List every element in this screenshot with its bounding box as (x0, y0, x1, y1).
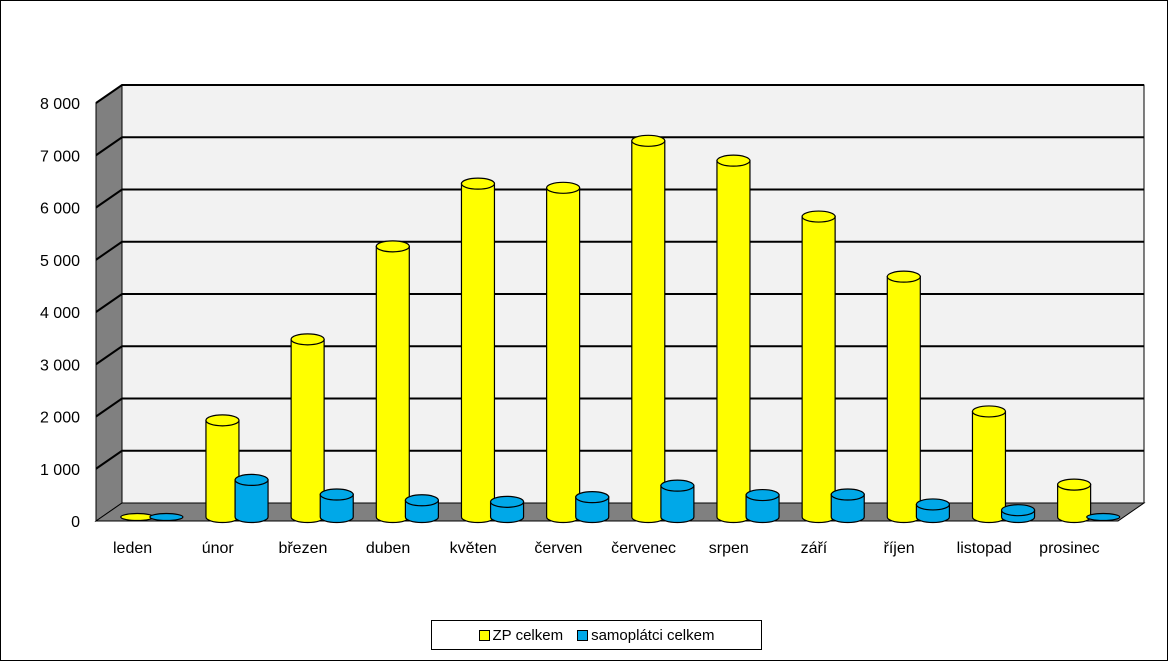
x-category-label: březen (278, 540, 327, 557)
bar-samoplatci (319, 488, 354, 524)
legend-swatch-samoplatci (577, 629, 589, 641)
bar-zp (375, 240, 410, 524)
x-category-label: prosinec (1039, 540, 1099, 557)
bar-zp (716, 154, 751, 524)
y-tick-label: 6 000 (40, 201, 80, 218)
x-category-label: říjen (884, 540, 915, 557)
chart-floor (94, 502, 1146, 522)
bar-zp (631, 134, 666, 524)
x-category-label: listopad (957, 540, 1012, 557)
y-tick-label: 0 (71, 514, 80, 531)
x-category-label: duben (366, 540, 411, 557)
x-category-label: červen (534, 540, 582, 557)
legend-swatch-zp (478, 629, 490, 641)
bar-zp (801, 210, 836, 524)
x-category-label: červenec (611, 540, 676, 557)
y-tick-label: 8 000 (40, 96, 80, 113)
y-tick-label: 5 000 (40, 253, 80, 270)
bar-samoplatci (745, 488, 780, 524)
bar-zp (886, 270, 921, 524)
gridline (95, 188, 1144, 209)
bar-zp (971, 405, 1007, 524)
bar-zp (1057, 478, 1092, 524)
bar-zp (120, 512, 155, 522)
x-category-label: srpen (709, 540, 749, 557)
legend-label-samoplatci: samoplátci celkem (591, 626, 715, 644)
bar-samoplatci (660, 479, 695, 524)
y-tick-label: 3 000 (40, 357, 80, 374)
legend-label-zp: ZP celkem (492, 626, 564, 644)
x-category-label: září (801, 540, 828, 557)
bar-zp (205, 414, 240, 524)
x-category-label: květen (450, 540, 497, 557)
gridline (95, 84, 1144, 104)
y-tick-label: 2 000 (40, 410, 80, 427)
gridline (95, 136, 1144, 157)
bar-samoplatci (1000, 504, 1036, 524)
y-tick-label: 1 000 (40, 462, 80, 479)
bar-zp (460, 177, 496, 524)
bar-samoplatci (149, 512, 184, 522)
bar-zp (546, 181, 581, 524)
bar-samoplatci (830, 488, 865, 524)
y-tick-label: 7 000 (40, 148, 80, 165)
bar-samoplatci (489, 495, 525, 524)
x-category-label: únor (202, 540, 235, 557)
legend-item-samoplatci: samoplátci celkem (577, 627, 714, 644)
legend-item-zp: ZP celkem (478, 626, 564, 644)
bar-zp (290, 333, 325, 524)
bar-samoplatci (915, 498, 950, 524)
bar-samoplatci (234, 473, 269, 524)
chart-legend: ZP celkem samoplátci celkem (431, 620, 762, 650)
x-category-label: leden (113, 540, 152, 557)
y-tick-label: 4 000 (40, 305, 80, 322)
bar-samoplatci (1086, 512, 1121, 522)
bar-samoplatci (404, 494, 439, 524)
bar-samoplatci (575, 491, 610, 524)
